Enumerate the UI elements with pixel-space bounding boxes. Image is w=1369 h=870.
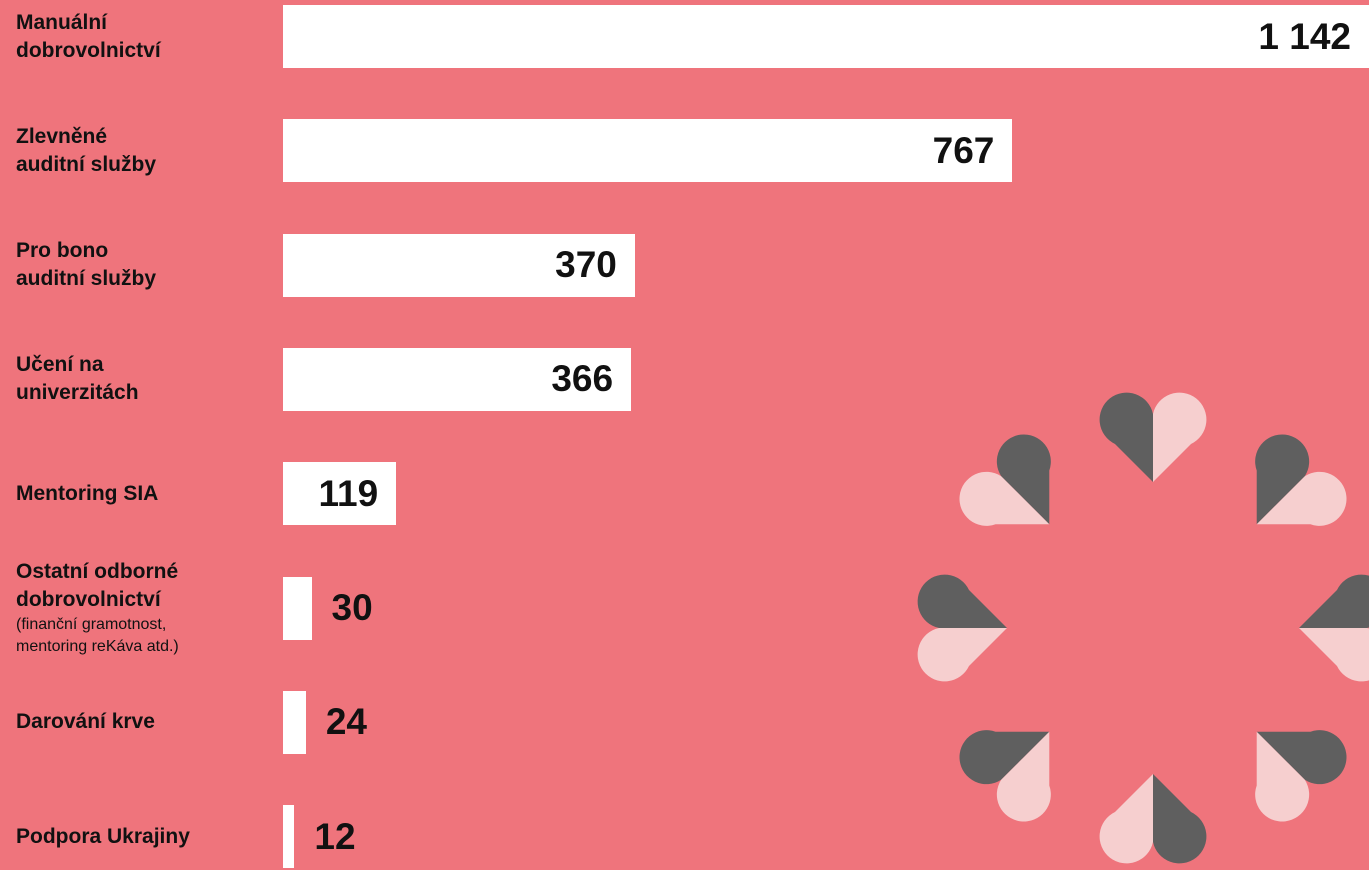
category-label: Zlevněné auditní služby — [16, 123, 266, 179]
value-label: 12 — [314, 817, 355, 857]
value-label: 1 142 — [1258, 17, 1351, 57]
heart — [1100, 774, 1207, 863]
bar — [283, 5, 1369, 68]
heart — [1219, 694, 1358, 833]
category-label: Darování krve — [16, 708, 266, 736]
heart — [1219, 423, 1358, 562]
bar — [283, 119, 1012, 182]
category-name: Podpora Ukrajiny — [16, 823, 266, 851]
value-label: 119 — [318, 474, 378, 514]
value-label: 370 — [555, 245, 617, 285]
bar — [283, 577, 312, 640]
category-name: Darování krve — [16, 708, 266, 736]
heart — [918, 575, 1007, 682]
value-label: 366 — [551, 359, 613, 399]
category-label: Pro bono auditní služby — [16, 237, 266, 293]
category-label: Mentoring SIA — [16, 480, 266, 508]
category-name: Pro bono auditní služby — [16, 237, 266, 293]
category-name: Zlevněné auditní služby — [16, 123, 266, 179]
value-label: 24 — [326, 702, 367, 742]
category-name: Ostatní odborné dobrovolnictví — [16, 558, 266, 614]
category-label: Ostatní odborné dobrovolnictví(finanční … — [16, 558, 266, 658]
heart — [1100, 393, 1207, 482]
heart — [948, 694, 1087, 833]
category-name: Mentoring SIA — [16, 480, 266, 508]
category-name: Manuální dobrovolnictví — [16, 9, 266, 65]
value-label: 30 — [332, 588, 373, 628]
category-label: Manuální dobrovolnictví — [16, 9, 266, 65]
heart — [948, 423, 1087, 562]
category-label: Podpora Ukrajiny — [16, 823, 266, 851]
chart: Manuální dobrovolnictví 1 142 Zlevněné aud… — [0, 0, 1369, 870]
category-name: Učení na univerzitách — [16, 351, 266, 407]
heart — [1299, 575, 1369, 682]
category-note: (finanční gramotnost, mentoring reKáva a… — [16, 614, 266, 658]
category-label: Učení na univerzitách — [16, 351, 266, 407]
value-label: 767 — [933, 131, 995, 171]
bar — [283, 805, 294, 868]
bar — [283, 691, 306, 754]
